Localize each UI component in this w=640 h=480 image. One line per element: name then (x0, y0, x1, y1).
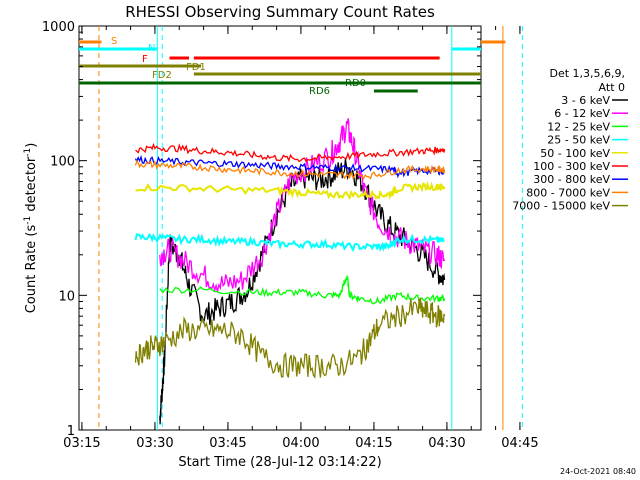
y-tick-label: 1000 (42, 20, 75, 35)
y-axis: 1 10 100 1000 (42, 20, 481, 439)
annotation-label-s: S (111, 36, 117, 47)
series-3-line (134, 232, 445, 253)
legend-label: 100 - 300 keV (533, 160, 610, 173)
annotation-label-rd0: RD0 (345, 78, 366, 89)
legend-label: 25 - 50 keV (547, 134, 610, 147)
x-tick-label: 03:30 (136, 436, 173, 451)
series-layer (134, 118, 446, 425)
series-4-line (135, 180, 446, 201)
legend-label: 50 - 100 keV (540, 147, 610, 160)
series-1-line (159, 118, 446, 293)
y-axis-label: Count Rate (s-1 detector-1) (23, 143, 39, 314)
series-2-line (159, 275, 446, 305)
guide-lines (98, 26, 523, 430)
x-tick-label: 03:15 (63, 436, 100, 451)
legend-label: 12 - 25 keV (547, 120, 610, 133)
legend-label: 800 - 7000 keV (526, 186, 610, 199)
generation-timestamp: 24-Oct-2021 08:40 (560, 467, 636, 476)
series-5-line (135, 142, 446, 163)
annotation-label-fd2: FD2 (152, 70, 172, 81)
x-axis: 03:15 03:30 03:45 04:00 04:15 04:30 04:45 (63, 26, 539, 451)
legend-header-detectors: Det 1,3,5,6,9, (549, 67, 625, 80)
x-tick-label: 04:30 (428, 436, 465, 451)
chart-title: RHESSI Observing Summary Count Rates (125, 3, 435, 21)
x-tick-label: 04:15 (355, 436, 392, 451)
legend-label: 3 - 6 keV (561, 94, 610, 107)
plot-frame (78, 25, 482, 431)
legend-label: 300 - 800 keV (533, 173, 610, 186)
legend-header-attenuator: Att 0 (599, 81, 625, 94)
y-tick-label: 10 (58, 289, 75, 304)
legend-label: 6 - 12 keV (554, 107, 610, 120)
annotation-label-n: N (148, 43, 155, 54)
series-0-line (159, 159, 446, 425)
annotation-label-fd1: FD1 (186, 62, 206, 73)
x-axis-label: Start Time (28-Jul-12 03:14:22) (178, 455, 381, 470)
x-tick-label: 03:45 (209, 436, 246, 451)
annotation-label-rd6: RD6 (309, 86, 330, 97)
x-tick-label: 04:45 (501, 436, 538, 451)
y-tick-label: 100 (50, 155, 75, 170)
annotation-label-f: F (142, 54, 148, 65)
series-6-line (134, 154, 446, 179)
y-tick-label: 1 (67, 424, 75, 439)
x-tick-label: 04:00 (282, 436, 319, 451)
series-7-line (134, 159, 446, 180)
series-8-line (134, 297, 446, 379)
annotation-bars: S NF FD1 FD2 RD0 RD6 (79, 36, 506, 97)
legend-label: 7000 - 15000 keV (512, 200, 610, 213)
